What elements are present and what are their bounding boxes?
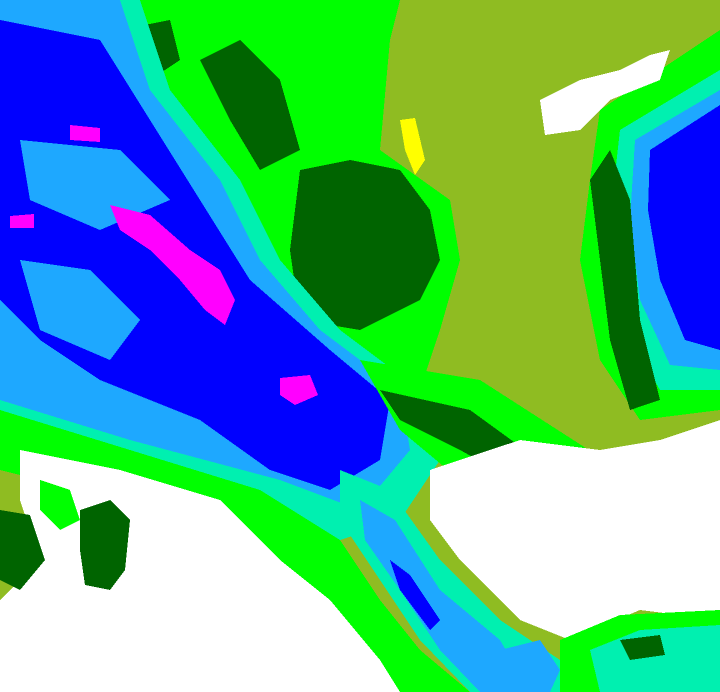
cyan-band-south bbox=[340, 470, 580, 692]
white-region-northeast bbox=[540, 50, 670, 135]
dark-green-cluster-sw-1 bbox=[80, 500, 130, 590]
white-region-southeast bbox=[430, 420, 720, 640]
dark-green-region-central bbox=[290, 160, 440, 330]
green-cluster-sw bbox=[40, 480, 80, 530]
blue-region-east bbox=[648, 105, 720, 350]
light-blue-band-lower bbox=[20, 260, 140, 360]
blue-streak-south bbox=[390, 560, 440, 630]
dark-green-streaks-north bbox=[200, 40, 300, 170]
light-blue-band-south bbox=[360, 500, 530, 692]
light-blue-band-inner bbox=[20, 140, 170, 230]
yellow-patch-north bbox=[400, 118, 425, 175]
dark-green-cluster-sw-2 bbox=[0, 510, 45, 590]
dark-green-streaks-east bbox=[590, 150, 660, 410]
light-blue-patch-southeast bbox=[500, 640, 560, 692]
magenta-core-4 bbox=[10, 214, 34, 228]
magenta-core-3 bbox=[70, 125, 100, 142]
magenta-core-1 bbox=[110, 205, 235, 325]
dark-green-patch-southeast bbox=[620, 635, 665, 660]
magenta-core-2 bbox=[280, 375, 318, 405]
